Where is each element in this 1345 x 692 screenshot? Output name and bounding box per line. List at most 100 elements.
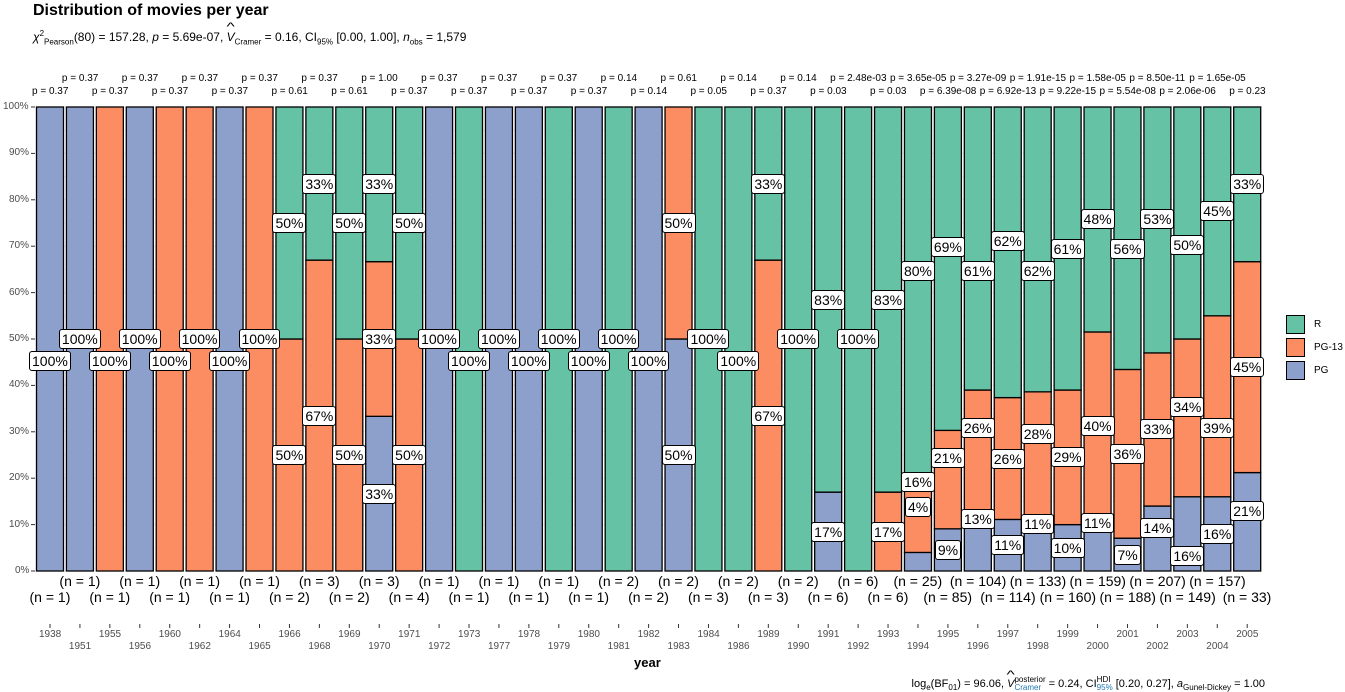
n-count-label: (n = 1) — [239, 573, 280, 589]
x-tick-label: 1966 — [278, 629, 301, 640]
p-value-label: p = 6.39e-08 — [919, 86, 977, 97]
p-value-label: p = 0.37 — [540, 73, 578, 84]
data-label-pg-13-1999: 29% — [1050, 447, 1085, 468]
data-label-pg-1980: 100% — [567, 351, 610, 371]
data-label-r-1969: 50% — [332, 213, 367, 233]
caption-bf-sub: 01 — [948, 683, 958, 692]
p-value-label: p = 0.14 — [630, 86, 668, 97]
data-label-pg-13-1962: 100% — [178, 329, 221, 349]
x-tick-label: 2001 — [1116, 629, 1139, 640]
n-count-label: (n = 207) — [1129, 573, 1186, 589]
y-tick-label: 80% — [9, 193, 30, 205]
n-count-label: (n = 1) — [149, 589, 191, 605]
data-label-r-1989: 33% — [751, 173, 786, 194]
data-label-pg-13-1993: 17% — [871, 521, 906, 542]
n-count-label: (n = 3) — [687, 589, 729, 605]
y-tick-label: 20% — [9, 472, 30, 484]
x-tick-label: 2003 — [1176, 629, 1199, 640]
p-value-label: p = 0.61 — [660, 73, 697, 84]
p-value-label: p = 2.06e-06 — [1159, 86, 1216, 97]
x-tick-label: 2005 — [1236, 629, 1259, 640]
data-label-pg-1983: 50% — [661, 445, 696, 465]
subtitle-nobs: = 1,579 — [422, 30, 467, 44]
data-label-r-1998: 62% — [1020, 261, 1055, 282]
bar-segment-r-2002 — [1143, 106, 1172, 354]
data-label-pg-2005: 21% — [1230, 500, 1265, 521]
caption-effect: = 0.24, CI — [1045, 677, 1097, 690]
n-count-label: (n = 133) — [1009, 573, 1067, 589]
data-label-r-2004: 45% — [1200, 201, 1235, 222]
legend-key-r — [1286, 315, 1305, 334]
y-tick-label: 100% — [3, 101, 29, 112]
data-label-r-1971: 50% — [392, 213, 427, 233]
data-label-pg-1972: 100% — [418, 329, 460, 349]
legend-key-pg — [1286, 361, 1305, 380]
data-label-r-1990: 100% — [777, 329, 820, 349]
data-label-pg-1994: 4% — [904, 496, 932, 517]
bar-segment-pg-2002 — [1143, 505, 1172, 572]
subtitle-pvalue: = 5.69e-07, — [158, 30, 227, 44]
y-tick-label: 90% — [9, 147, 30, 159]
x-tick-label: 1994 — [906, 641, 930, 652]
n-count-label: (n = 1) — [448, 589, 490, 605]
x-tick-label: 1956 — [128, 641, 152, 652]
data-label-pg-13-2002: 33% — [1140, 419, 1175, 440]
x-tick-label: 1960 — [158, 629, 181, 640]
p-value-label: p = 0.61 — [331, 86, 368, 97]
data-label-r-1984: 100% — [687, 329, 730, 349]
data-label-pg-13-1997: 26% — [990, 448, 1025, 469]
x-tick-label: 1992 — [847, 641, 870, 652]
data-label-pg-2003: 16% — [1170, 545, 1205, 566]
x-tick-label: 1977 — [487, 641, 511, 652]
data-label-r-2002: 53% — [1140, 208, 1175, 229]
data-label-pg-13-2003: 34% — [1170, 396, 1205, 417]
data-label-pg-1964: 100% — [208, 351, 251, 371]
p-value-label: p = 9.22e-15 — [1039, 86, 1097, 97]
n-count-label: (n = 1) — [568, 589, 610, 605]
data-label-pg-2004: 16% — [1200, 523, 1235, 544]
legend-item-r: R — [1286, 315, 1321, 334]
data-label-pg-1999: 10% — [1050, 537, 1085, 558]
n-count-label: (n = 2) — [598, 573, 640, 589]
data-label-pg-1938: 100% — [29, 351, 71, 371]
data-label-pg-13-1995: 21% — [930, 447, 965, 468]
data-label-r-1991: 83% — [811, 289, 846, 310]
caption-log: log — [911, 677, 927, 690]
n-count-label: (n = 1) — [59, 573, 101, 589]
legend-item-pg13: PG-13 — [1286, 338, 1343, 357]
data-label-pg-2002: 14% — [1140, 517, 1175, 538]
p-value-label: p = 0.37 — [32, 86, 69, 97]
data-label-pg-1951: 100% — [58, 329, 101, 349]
p-value-label: p = 6.92e-13 — [979, 86, 1037, 97]
subtitle-effect: = 0.16, CI — [261, 30, 317, 44]
bar-segment-pg-13-1995 — [933, 429, 963, 530]
n-count-label: (n = 33) — [1222, 589, 1272, 605]
n-count-label: (n = 85) — [923, 589, 973, 605]
p-value-label: p = 0.03 — [870, 86, 907, 97]
n-count-label: (n = 6) — [867, 589, 909, 605]
x-tick-label: 1982 — [637, 629, 660, 640]
n-count-label: (n = 3) — [358, 573, 400, 589]
p-value-label: p = 0.61 — [271, 86, 308, 97]
x-axis-label: year — [634, 655, 661, 670]
bar-segment-pg-2005 — [1233, 471, 1262, 572]
caption-a-value: = 1.00 — [1231, 677, 1265, 690]
p-value-label: p = 0.37 — [61, 73, 99, 84]
x-tick-label: 2004 — [1206, 641, 1229, 652]
n-count-label: (n = 159) — [1069, 573, 1126, 589]
x-tick-label: 1980 — [577, 629, 600, 640]
n-count-label: (n = 149) — [1159, 589, 1216, 605]
n-count-label: (n = 6) — [807, 589, 849, 605]
data-label-pg-1978: 100% — [507, 351, 550, 371]
data-label-r-1997: 62% — [990, 231, 1025, 252]
data-label-pg-13-1971: 50% — [392, 445, 427, 465]
y-tick-label: 70% — [9, 240, 30, 252]
data-label-r-2001: 56% — [1110, 239, 1145, 260]
p-value-label: p = 0.03 — [810, 86, 847, 97]
n-count-label: (n = 1) — [119, 573, 161, 589]
legend-label-pg: PG — [1314, 365, 1329, 376]
x-tick-label: 1951 — [68, 641, 92, 652]
p-value-label: p = 5.54e-08 — [1099, 86, 1156, 97]
subtitle-n-sub: obs — [409, 37, 423, 47]
data-label-pg-1997: 11% — [991, 535, 1025, 556]
